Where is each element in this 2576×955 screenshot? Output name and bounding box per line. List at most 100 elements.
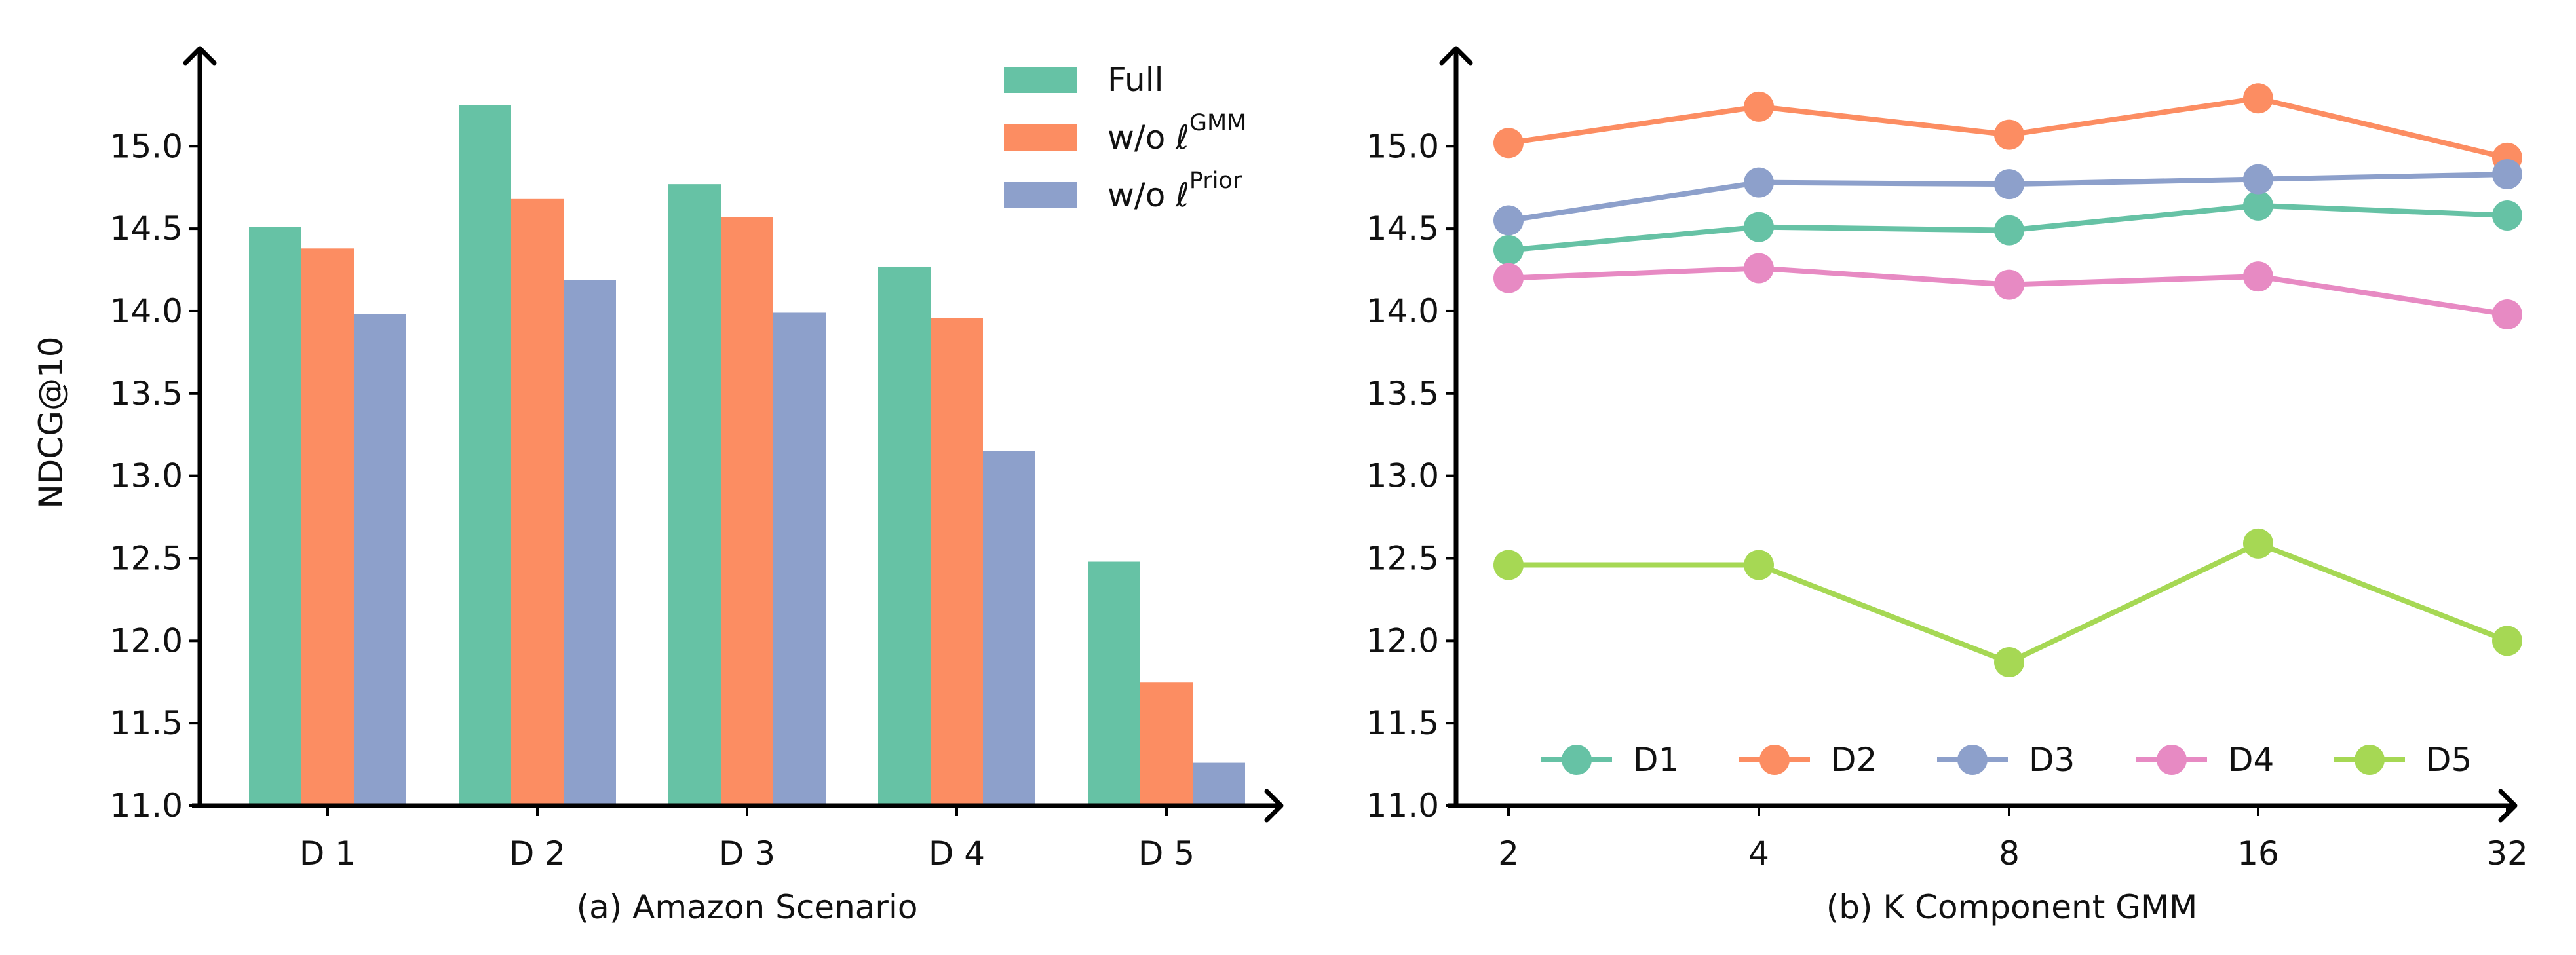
x-tick-label: D 3 (719, 834, 775, 872)
y-tick-label: 12.5 (110, 539, 183, 577)
x-axis-arrow (2498, 789, 2518, 823)
x-tick-label: 32 (2486, 834, 2528, 872)
bar-full-2 (459, 105, 511, 806)
x-axis-title: (a) Amazon Scenario (577, 888, 918, 926)
x-tick-label: D 1 (299, 834, 356, 872)
point-d4-2 (1493, 263, 1524, 293)
point-d5-2 (1493, 550, 1524, 580)
y-axis-arrow (1439, 46, 1473, 66)
series-d2 (1493, 83, 2522, 173)
bar-full-1 (249, 227, 301, 806)
line-d5 (1509, 540, 2509, 665)
y-tick-label: 11.0 (1366, 787, 1439, 825)
bar-wo-5 (1193, 762, 1245, 806)
legend-label-d4: D4 (2228, 741, 2274, 779)
x-tick-label: 4 (1748, 834, 1769, 872)
legend-label-3: w/o ℓPrior (1107, 168, 1242, 214)
x-axis-arrow (1264, 789, 1284, 823)
point-d5-8 (1994, 647, 2024, 678)
series-d4 (1493, 253, 2522, 329)
bar-wo-3 (773, 312, 826, 806)
bar-wo-1 (354, 314, 406, 806)
x-tick-label: D 4 (929, 834, 985, 872)
y-tick-label: 14.0 (1366, 292, 1439, 330)
point-d3-2 (1493, 205, 1524, 236)
point-d1-4 (1744, 212, 1774, 242)
bar-wo-4 (983, 451, 1035, 806)
bar-full-5 (1088, 561, 1140, 806)
point-d2-16 (2243, 83, 2273, 114)
y-tick-label: 13.5 (1366, 375, 1439, 413)
point-d5-32 (2492, 626, 2522, 656)
legend-b: D1 D2 D3 D4 D5 (1541, 741, 2472, 779)
point-d1-2 (1493, 234, 1524, 265)
legend-label-2: w/o ℓGMM (1107, 110, 1246, 157)
bar-full-3 (668, 184, 721, 806)
bar-wo-2 (564, 280, 616, 806)
bar-wo-3 (721, 217, 773, 806)
y-tick-label: 12.0 (1366, 622, 1439, 660)
point-d5-16 (2243, 528, 2273, 559)
legend-label-text: w/o ℓ (1107, 176, 1189, 214)
x-tick-label: 16 (2237, 834, 2279, 872)
legend-label-superscript: GMM (1189, 110, 1247, 136)
y-tick-label: 11.5 (110, 704, 183, 742)
y-tick-label: 11.5 (1366, 704, 1439, 742)
legend-label-1: Full (1107, 61, 1164, 99)
point-d4-16 (2243, 261, 2273, 292)
legend-label-d5: D5 (2426, 741, 2472, 779)
point-d2-2 (1493, 128, 1524, 159)
point-d3-8 (1994, 169, 2024, 200)
y-axis-title: NDCG@10 (32, 336, 70, 508)
y-axis-arrow (183, 46, 217, 66)
series-d5 (1493, 528, 2522, 678)
bar-wo-1 (301, 248, 354, 806)
series-d1 (1493, 190, 2522, 265)
y-tick-label: 13.0 (1366, 457, 1439, 495)
y-tick-label: 14.0 (110, 292, 183, 330)
legend-marker-d2 (1759, 745, 1790, 775)
legend-label-text: w/o ℓ (1107, 119, 1189, 157)
legend-label-d2: D2 (1831, 741, 1877, 779)
legend-swatch-2 (1004, 124, 1077, 151)
bar-full-4 (878, 266, 931, 806)
y-tick-label: 15.0 (110, 127, 183, 165)
legend-label-d1: D1 (1633, 741, 1679, 779)
bar-wo-2 (511, 198, 564, 806)
y-tick-label: 14.5 (1366, 210, 1439, 248)
y-tick-label: 13.5 (110, 375, 183, 413)
legend-swatch-1 (1004, 67, 1077, 93)
point-d4-8 (1994, 269, 2024, 300)
bar-wo-4 (931, 318, 983, 806)
point-d3-4 (1744, 167, 1774, 198)
point-d2-4 (1744, 91, 1774, 122)
legend-marker-d3 (1957, 745, 1988, 775)
y-tick-label: 12.0 (110, 622, 183, 660)
chart-b-k-component-gmm: 11.0 11.5 12.0 12.5 13.0 13.5 14.0 14.5 15.0 2 4 8 1… (1366, 46, 2528, 926)
point-d4-4 (1744, 253, 1774, 284)
legend-marker-d5 (2355, 745, 2385, 775)
legend-label-d3: D3 (2029, 741, 2075, 779)
bar-wo-5 (1140, 682, 1193, 806)
y-tick-label: 13.0 (110, 457, 183, 495)
x-tick-label: 8 (1999, 834, 2020, 872)
chart-a-amazon-scenario: D 1 D 2 D 3 D 4 D 5 11.0 11.5 12.0 12.5 13.0 13.5 1… (32, 46, 1284, 926)
point-d4-32 (2492, 299, 2522, 329)
y-tick-label: 12.5 (1366, 539, 1439, 577)
point-d1-32 (2492, 200, 2522, 231)
y-tick-label: 14.5 (110, 210, 183, 248)
point-d3-32 (2492, 159, 2522, 190)
legend-marker-d1 (1562, 745, 1592, 775)
y-tick-label: 15.0 (1366, 127, 1439, 165)
series-d3 (1493, 159, 2522, 236)
x-tick-label: D 5 (1138, 834, 1195, 872)
point-d3-16 (2243, 164, 2273, 195)
legend-swatch-3 (1004, 182, 1077, 208)
legend-label-text: Full (1107, 61, 1164, 99)
legend-label-superscript: Prior (1189, 168, 1242, 194)
legend-marker-d4 (2157, 745, 2187, 775)
point-d1-8 (1994, 215, 2024, 246)
y-tick-label: 11.0 (110, 787, 183, 825)
